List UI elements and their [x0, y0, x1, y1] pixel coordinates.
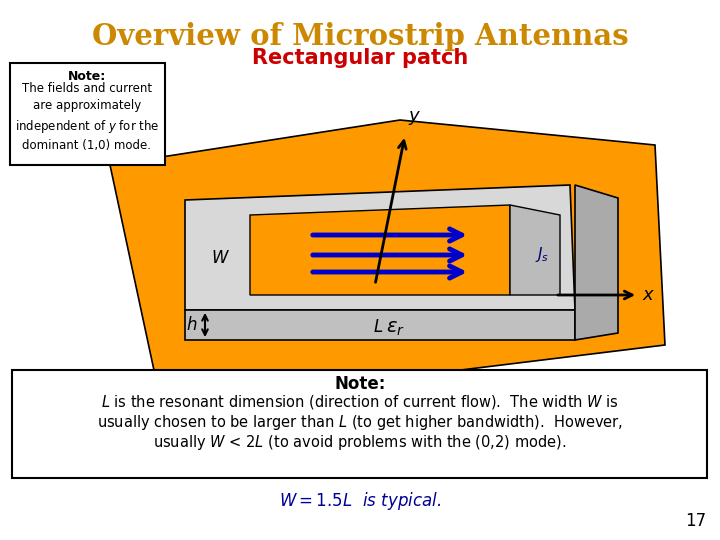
Text: The fields and current
are approximately
independent of $y$ for the
dominant (1,: The fields and current are approximately… — [15, 82, 159, 152]
Polygon shape — [110, 120, 665, 375]
Text: $\mathit{J}_s$: $\mathit{J}_s$ — [535, 246, 549, 265]
Text: L: L — [374, 318, 382, 336]
Text: $W = 1.5L$  is typical.: $W = 1.5L$ is typical. — [279, 490, 441, 512]
Polygon shape — [185, 310, 575, 340]
Text: usually $W$ < $2L$ (to avoid problems with the (0,2) mode).: usually $W$ < $2L$ (to avoid problems wi… — [153, 433, 567, 452]
Text: $L$ is the resonant dimension (direction of current flow).  The width $W$ is: $L$ is the resonant dimension (direction… — [101, 393, 619, 411]
Text: h: h — [186, 316, 197, 334]
Text: Rectangular patch: Rectangular patch — [252, 48, 468, 68]
Text: Note:: Note: — [68, 70, 106, 83]
Text: W: W — [212, 249, 228, 267]
Polygon shape — [510, 205, 560, 295]
Text: x: x — [642, 286, 652, 304]
Polygon shape — [185, 185, 575, 310]
Text: Overview of Microstrip Antennas: Overview of Microstrip Antennas — [91, 22, 629, 51]
Polygon shape — [575, 185, 618, 340]
FancyBboxPatch shape — [12, 370, 707, 478]
FancyBboxPatch shape — [10, 63, 165, 165]
Text: 17: 17 — [685, 512, 706, 530]
Text: Note:: Note: — [334, 375, 386, 393]
Text: y: y — [408, 107, 418, 125]
Text: usually chosen to be larger than $L$ (to get higher bandwidth).  However,: usually chosen to be larger than $L$ (to… — [97, 413, 623, 432]
Polygon shape — [250, 205, 510, 295]
Text: $\varepsilon_r$: $\varepsilon_r$ — [386, 319, 405, 338]
